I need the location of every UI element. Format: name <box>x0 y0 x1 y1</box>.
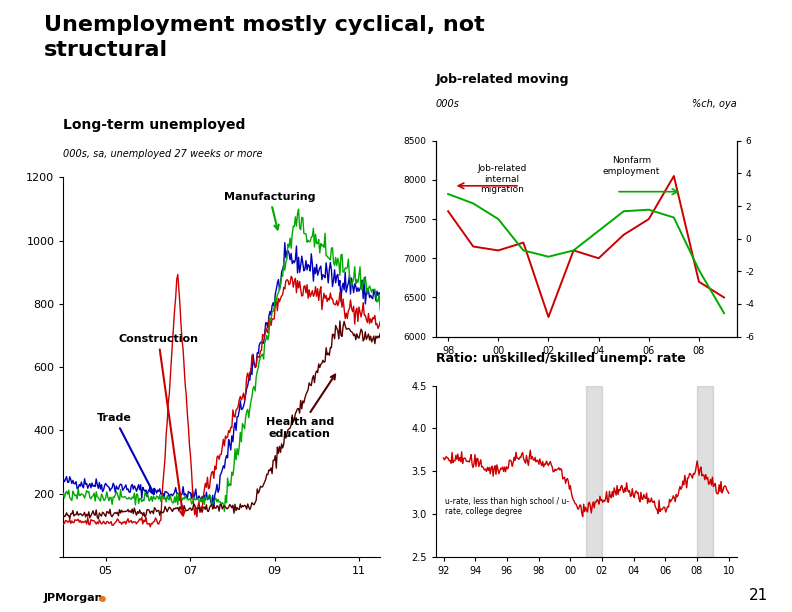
Bar <box>697 386 713 557</box>
Text: Job-related moving: Job-related moving <box>436 73 569 86</box>
Text: Health and
education: Health and education <box>266 375 335 439</box>
Text: Job-related
internal
migration: Job-related internal migration <box>477 164 527 194</box>
Text: Nonfarm
employment: Nonfarm employment <box>603 157 660 176</box>
Text: structural: structural <box>44 40 168 60</box>
Text: Trade: Trade <box>97 413 154 494</box>
Text: JPMorgan: JPMorgan <box>44 593 103 603</box>
Text: u-rate, less than high school / u-
rate, college degree: u-rate, less than high school / u- rate,… <box>444 497 569 517</box>
Bar <box>586 386 602 557</box>
Text: Long-term unemployed: Long-term unemployed <box>63 118 246 132</box>
Text: Unemployment mostly cyclical, not: Unemployment mostly cyclical, not <box>44 15 485 35</box>
Text: 21: 21 <box>749 588 768 603</box>
Text: Manufacturing: Manufacturing <box>224 192 315 230</box>
Text: 000s: 000s <box>436 99 459 110</box>
Text: Ratio: unskilled/skilled unemp. rate: Ratio: unskilled/skilled unemp. rate <box>436 352 685 365</box>
Text: Construction: Construction <box>118 334 198 515</box>
Text: 000s, sa, unemployed 27 weeks or more: 000s, sa, unemployed 27 weeks or more <box>63 149 263 159</box>
Text: %ch, oya: %ch, oya <box>691 99 737 110</box>
Text: ●: ● <box>99 594 106 603</box>
